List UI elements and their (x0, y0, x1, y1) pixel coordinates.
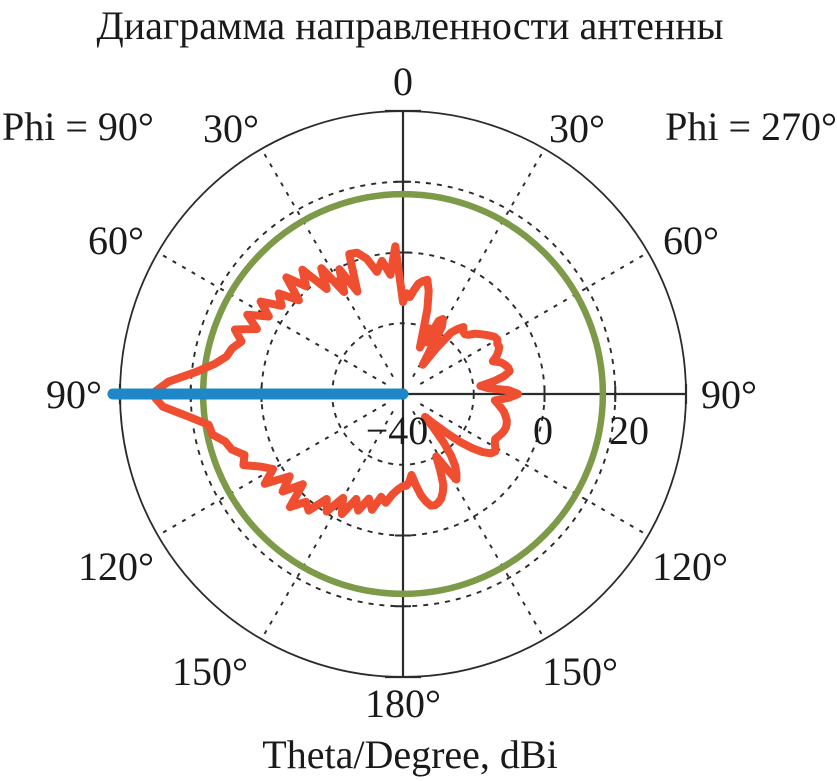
angle-label-270: 90° (46, 372, 102, 417)
angle-label-240: 120° (78, 544, 154, 589)
angle-label-30: 30° (549, 106, 605, 151)
radiation-pattern-curve (147, 242, 522, 519)
angle-label-180: 180° (365, 681, 441, 726)
radial-label-20dbi: 20 (609, 408, 649, 453)
angle-label-210: 150° (172, 649, 248, 694)
radial-axis-title: Theta/Degree, dBi (262, 732, 558, 777)
radial-label--40dbi: −40 (366, 408, 429, 453)
phi-90-plane-label: Phi = 90° (2, 104, 154, 149)
radial-label-0dbi: 0 (533, 408, 553, 453)
angle-label-90: 90° (701, 372, 757, 417)
phi-270-plane-label: Phi = 270° (665, 104, 837, 149)
angle-label-60: 60° (663, 218, 719, 263)
chart-title: Диаграмма направленности антенны (96, 3, 724, 48)
spoke-150deg (412, 410, 546, 640)
angle-label-300: 60° (88, 218, 144, 263)
angle-label-120: 120° (652, 544, 728, 589)
angle-label-150: 150° (542, 649, 618, 694)
angle-label-0: 0 (393, 59, 413, 104)
angle-label-330: 30° (203, 106, 259, 151)
spoke-60deg (419, 251, 649, 385)
